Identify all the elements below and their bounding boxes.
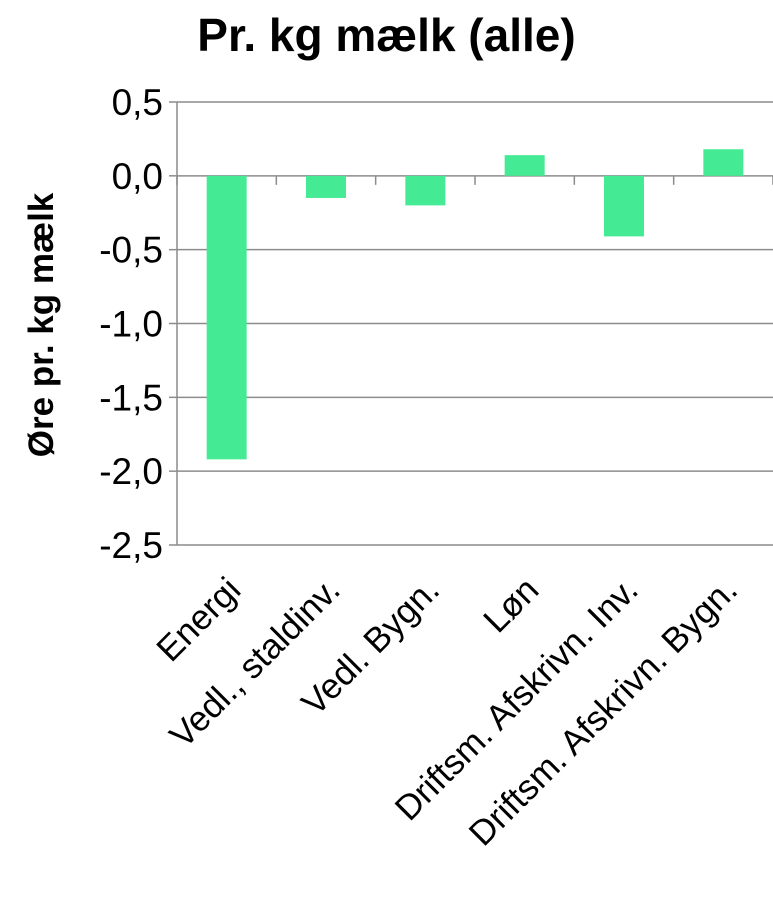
x-tick-label: Energi <box>149 570 248 669</box>
y-tick-label: 0,5 <box>112 82 163 123</box>
y-tick-label: -2,0 <box>99 451 163 492</box>
bar-5 <box>703 149 744 176</box>
y-tick-label: -2,5 <box>99 525 163 566</box>
y-axis-label: Øre pr. kg mælk <box>22 192 61 457</box>
x-tick-label: Vedl., staldinv. <box>162 570 347 755</box>
y-tick-label: 0,0 <box>112 156 163 197</box>
x-tick-label: Løn <box>476 570 546 640</box>
bar-0 <box>206 175 247 460</box>
y-tick-label: -0,5 <box>99 230 163 271</box>
bar-2 <box>405 175 446 206</box>
bar-3 <box>504 155 545 176</box>
chart-title: Pr. kg mælk (alle) <box>197 9 576 61</box>
y-tick-label: -1,5 <box>99 377 163 418</box>
bar-1 <box>306 175 346 198</box>
bar-4 <box>604 175 644 237</box>
y-tick-label: -1,0 <box>99 304 163 345</box>
